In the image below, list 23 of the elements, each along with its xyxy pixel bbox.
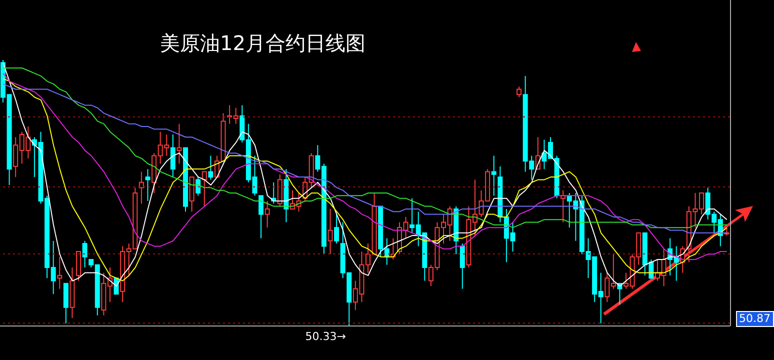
candlestick [145, 168, 150, 202]
candlestick [202, 171, 207, 207]
text: 50.33→ [305, 330, 346, 343]
candlestick [491, 155, 496, 196]
candlestick [264, 200, 270, 228]
candlestick [189, 176, 194, 212]
text: 50.87 [736, 311, 774, 327]
candlestick [460, 243, 465, 290]
candlestick [76, 251, 82, 282]
candlestick [328, 208, 333, 255]
candlestick [196, 176, 201, 196]
candlestick [516, 86, 522, 98]
candlestick [138, 171, 144, 204]
candlestick [176, 123, 182, 164]
candlestick [170, 134, 176, 178]
candlestick [334, 214, 340, 244]
candlestick [258, 195, 264, 239]
candlestick [277, 174, 282, 207]
chart-title: 美原油12月合约日线图 [160, 30, 366, 57]
candlestick [63, 282, 68, 324]
candlestick [57, 256, 62, 290]
candlestick [82, 240, 88, 268]
candlestick [208, 155, 214, 180]
